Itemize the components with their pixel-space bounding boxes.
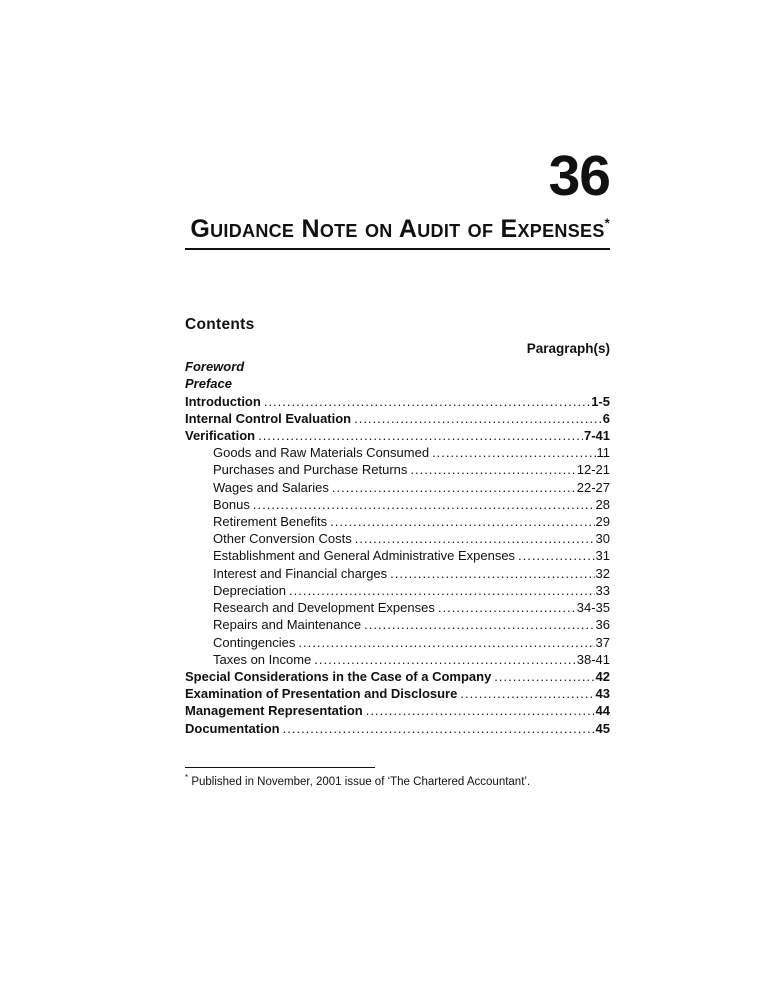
toc-entry: Interest and Financial charges 32 — [185, 565, 610, 582]
paragraphs-column-label: Paragraph(s) — [526, 341, 610, 357]
toc-front-item: Preface — [185, 375, 610, 392]
toc-entry-paragraphs: 30 — [595, 531, 610, 547]
toc-entry-paragraphs: 32 — [595, 565, 610, 581]
toc-entry-paragraphs: 22-27 — [576, 479, 610, 495]
dot-leader — [330, 513, 594, 530]
toc-entry-paragraphs: 1-5 — [591, 393, 610, 409]
dot-leader — [410, 461, 575, 478]
toc-entry-label: Documentation — [185, 720, 280, 736]
dot-leader — [438, 599, 576, 616]
toc-entry: Depreciation 33 — [185, 582, 610, 599]
toc-entry-paragraphs: 34-35 — [576, 600, 610, 616]
toc-entry-label: Establishment and General Administrative… — [213, 548, 516, 564]
dot-leader — [354, 410, 602, 427]
toc-entry-label: Taxes on Income — [213, 651, 312, 667]
footnote-separator — [185, 766, 375, 768]
toc-entry-label: Goods and Raw Materials Consumed — [213, 445, 430, 461]
dot-leader — [258, 427, 583, 444]
toc-entry: Repairs and Maintenance 36 — [185, 616, 610, 633]
toc-entry-label: Foreword — [185, 359, 245, 375]
toc-entry-paragraphs: 12-21 — [576, 462, 610, 478]
dot-leader — [264, 393, 590, 410]
document-title: Guidance Note on Audit of Expenses* — [185, 215, 610, 251]
document-page: 36 Guidance Note on Audit of Expenses* C… — [185, 0, 611, 790]
toc-entry-label: Examination of Presentation and Disclosu… — [185, 686, 458, 702]
toc-entry: Contingencies 37 — [185, 634, 610, 651]
toc-entry: Special Considerations in the Case of a … — [185, 668, 610, 685]
toc-entry-label: Verification — [185, 428, 256, 444]
toc-entry-paragraphs: 38-41 — [576, 651, 610, 667]
toc-entry-paragraphs: 33 — [595, 582, 610, 598]
toc-entry: Goods and Raw Materials Consumed 11 — [185, 444, 610, 461]
footnote-marker: * — [185, 772, 189, 782]
dot-leader — [432, 444, 595, 461]
toc-entry-paragraphs: 29 — [595, 514, 610, 530]
toc-entry-paragraphs: 36 — [595, 617, 610, 633]
toc-entry-label: Retirement Benefits — [213, 514, 328, 530]
footnote-text: Published in November, 2001 issue of ‘Th… — [191, 775, 531, 788]
toc-entry-label: Contingencies — [213, 634, 296, 650]
toc-entry: Retirement Benefits 29 — [185, 513, 610, 530]
toc-entry: Other Conversion Costs 30 — [185, 530, 610, 547]
dot-leader — [518, 547, 594, 564]
toc-entry-label: Management Representation — [185, 703, 363, 719]
dot-leader — [283, 720, 595, 737]
toc-entry: Verification 7-41 — [185, 427, 610, 444]
toc-entry-paragraphs: 11 — [596, 445, 611, 461]
toc-entry-paragraphs: 7-41 — [583, 428, 610, 444]
dot-leader — [460, 685, 594, 702]
dot-leader — [298, 634, 594, 651]
dot-leader — [289, 582, 595, 599]
toc-entry-label: Repairs and Maintenance — [213, 617, 362, 633]
dot-leader — [314, 651, 575, 668]
toc-entry: Examination of Presentation and Disclosu… — [185, 685, 610, 702]
dot-leader — [332, 479, 576, 496]
toc-entry: Management Representation 44 — [185, 702, 610, 719]
contents-heading: Contents — [185, 316, 255, 334]
dot-leader — [364, 616, 594, 633]
chapter-number: 36 — [548, 144, 611, 208]
toc-entry-label: Depreciation — [213, 582, 286, 598]
toc-entry: Wages and Salaries 22-27 — [185, 479, 610, 496]
dot-leader — [494, 668, 594, 685]
toc-entry-paragraphs: 6 — [602, 410, 610, 426]
toc-entry-label: Other Conversion Costs — [213, 531, 352, 547]
toc-entry-label: Interest and Financial charges — [213, 565, 388, 581]
dot-leader — [366, 702, 595, 719]
toc-entry: Taxes on Income 38-41 — [185, 651, 610, 668]
toc-front-item: Foreword — [185, 358, 610, 375]
footnote: * Published in November, 2001 issue of ‘… — [185, 772, 610, 790]
toc-entry-paragraphs: 28 — [595, 496, 610, 512]
toc-entry: Establishment and General Administrative… — [185, 547, 610, 564]
toc-entry-label: Purchases and Purchase Returns — [213, 462, 408, 478]
toc-entry-label: Wages and Salaries — [213, 479, 329, 495]
toc-entry: Purchases and Purchase Returns 12-21 — [185, 461, 610, 478]
toc-entry-label: Research and Development Expenses — [213, 600, 435, 616]
toc-entry-label: Special Considerations in the Case of a … — [185, 668, 492, 684]
dot-leader — [390, 565, 594, 582]
dot-leader — [253, 496, 595, 513]
toc-entry-label: Introduction — [185, 393, 261, 409]
toc-entry-label: Bonus — [213, 496, 250, 512]
toc-entry: Internal Control Evaluation 6 — [185, 410, 610, 427]
document-title-text: Guidance Note on Audit of Expenses — [190, 215, 605, 243]
toc-entry: Documentation 45 — [185, 720, 610, 737]
title-footnote-marker: * — [604, 215, 610, 231]
toc-entry: Bonus 28 — [185, 496, 610, 513]
dot-leader — [355, 530, 595, 547]
toc-entry-paragraphs: 43 — [595, 686, 610, 702]
toc-entry-paragraphs: 37 — [595, 634, 610, 650]
toc-entry-label: Internal Control Evaluation — [185, 410, 352, 426]
toc-entry-paragraphs: 42 — [595, 668, 610, 684]
toc-entry: Introduction 1-5 — [185, 393, 610, 410]
toc-entry-paragraphs: 31 — [595, 548, 610, 564]
toc-entry: Research and Development Expenses 34-35 — [185, 599, 610, 616]
toc-entry-paragraphs: 45 — [595, 720, 610, 736]
toc-entry-label: Preface — [185, 376, 232, 392]
toc-entry-paragraphs: 44 — [595, 703, 610, 719]
